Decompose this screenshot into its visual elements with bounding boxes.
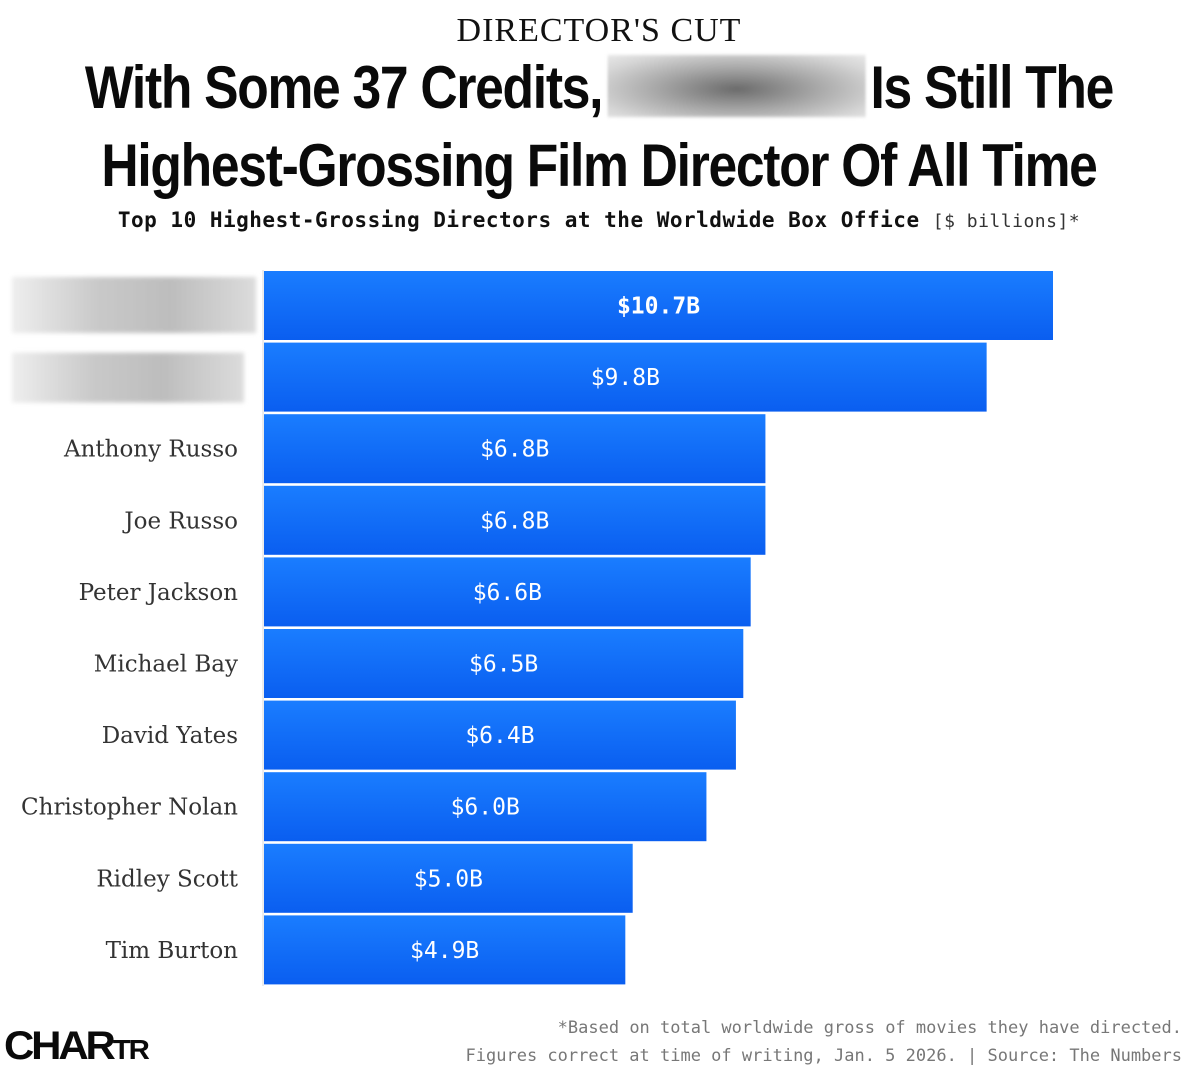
- bar-value-label: $6.0B: [451, 795, 520, 821]
- footnote-1: *Based on total worldwide gross of movie…: [557, 1018, 1182, 1038]
- bar: [264, 414, 766, 484]
- bar-chart: $10.7B $9.8B $6.8B Anthony Russo $6.8B Joe Ru…: [12, 270, 1053, 986]
- bar-value-label: $6.8B: [480, 437, 549, 463]
- director-label: Michael Bay: [94, 652, 238, 678]
- bar-value-label: $5.0B: [414, 866, 483, 892]
- bar: [264, 843, 633, 913]
- redacted-director-label: [12, 277, 256, 333]
- bar: [264, 915, 626, 985]
- bar: [264, 342, 987, 412]
- bar-value-label: $6.8B: [480, 508, 549, 534]
- redacted-director-label: [12, 352, 244, 403]
- director-label: David Yates: [102, 723, 238, 749]
- headline-part-1: With Some 37 Credits,: [84, 54, 604, 121]
- subtitle-text: Top 10 Highest-Grossing Directors at the…: [117, 208, 920, 232]
- bar: [264, 557, 751, 627]
- bar: [264, 772, 707, 842]
- director-label: Ridley Scott: [96, 866, 238, 892]
- kicker: DIRECTOR'S CUT: [456, 12, 742, 49]
- bar-value-label: $10.7B: [617, 294, 700, 320]
- director-label: Anthony Russo: [63, 437, 238, 463]
- director-label: Christopher Nolan: [21, 795, 238, 821]
- bar-value-label: $6.5B: [469, 652, 538, 678]
- bar: [264, 700, 736, 770]
- director-label: Joe Russo: [122, 508, 238, 534]
- headline-part-2: Is Still The: [870, 54, 1114, 121]
- director-label: Peter Jackson: [79, 580, 239, 606]
- headline-line-2: Highest-Grossing Film Director Of All Ti…: [101, 132, 1097, 199]
- subtitle-unit: [$ billions]*: [932, 211, 1081, 232]
- bar: [264, 485, 766, 555]
- bar: [264, 271, 1053, 340]
- chart-subtitle: Top 10 Highest-Grossing Directors at the…: [0, 208, 1198, 232]
- bar-value-label: $4.9B: [410, 938, 479, 964]
- redacted-name: [607, 55, 866, 118]
- headline-line-1: With Some 37 Credits, Is Still The: [84, 55, 1114, 123]
- chartr-logo: CHARTR: [4, 1024, 150, 1068]
- bar: [264, 629, 744, 698]
- director-label: Tim Burton: [106, 938, 239, 964]
- bar-value-label: $9.8B: [591, 365, 660, 391]
- footnote-2: Figures correct at time of writing, Jan.…: [465, 1046, 1182, 1066]
- bar-value-label: $6.6B: [473, 580, 542, 606]
- bar-value-label: $6.4B: [465, 723, 534, 749]
